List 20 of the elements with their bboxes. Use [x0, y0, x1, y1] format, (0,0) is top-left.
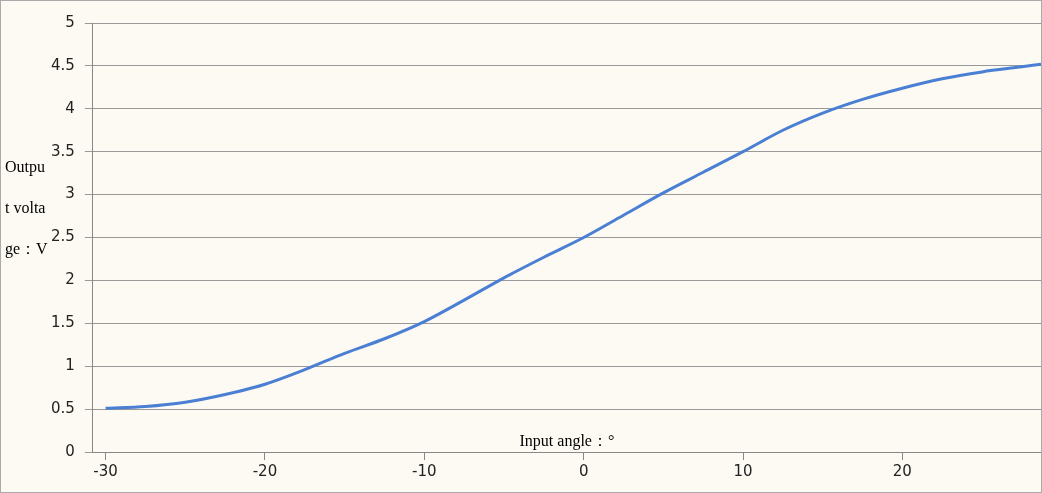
x-tick-label: 0: [578, 461, 589, 480]
x-tick-label: -20: [252, 461, 278, 480]
line-series: [104, 62, 1041, 410]
y-tick-label: 5: [65, 12, 75, 31]
x-tick-label: 20: [892, 461, 912, 480]
y-tick-label: 2: [65, 270, 75, 289]
x-tick-label: -10: [412, 461, 437, 480]
y-tick-label: 1: [65, 356, 75, 375]
y-tick-label: 3: [65, 184, 75, 203]
x-axis-title: Input angle：°: [519, 432, 615, 451]
text: Output voltage：V: [5, 158, 48, 257]
y-tick-label: 1.5: [51, 313, 75, 332]
x-tick-label: 10: [733, 461, 753, 480]
y-tick-label: 0.5: [51, 398, 75, 417]
y-tick-label: 4: [65, 98, 75, 117]
y-tick-label: 0: [65, 441, 75, 460]
y-tick-label: 4.5: [51, 55, 75, 74]
y-tick-label: 3.5: [51, 141, 75, 160]
x-tick-label: -30: [93, 461, 118, 480]
y-tick-label: 2.5: [51, 227, 75, 246]
